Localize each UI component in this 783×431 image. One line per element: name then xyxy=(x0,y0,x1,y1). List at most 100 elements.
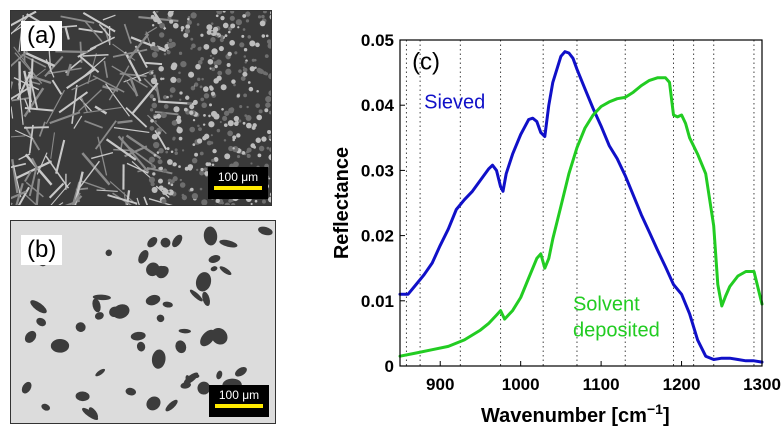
micrograph-a-texture xyxy=(11,11,271,205)
x-tick-label: 1100 xyxy=(583,375,620,394)
crystal-grain xyxy=(172,162,177,167)
crystal-needle xyxy=(98,23,112,38)
crystal-grain xyxy=(170,150,174,154)
crystal-grain xyxy=(230,23,236,29)
crystal-grain xyxy=(189,126,196,133)
crystal-grain xyxy=(150,118,154,123)
crystal-grain xyxy=(226,63,231,68)
crystal-needle xyxy=(78,96,92,112)
crystal-grain xyxy=(179,91,183,95)
crystal-grain xyxy=(255,42,260,48)
crystal-grain xyxy=(267,129,271,135)
crystal-needle xyxy=(154,129,168,150)
crystal-grain xyxy=(203,113,206,117)
crystal-grain xyxy=(171,120,178,126)
crystal-grain xyxy=(220,15,225,21)
crystal-grain xyxy=(243,47,248,52)
crystal-grain xyxy=(199,85,203,89)
crystal-grain xyxy=(187,102,191,106)
crystal-needle xyxy=(66,68,96,90)
crystal-grain xyxy=(180,26,185,30)
crystal-grain xyxy=(168,190,171,193)
particle xyxy=(175,340,187,354)
crystal-grain xyxy=(222,115,228,121)
crystal-grain xyxy=(167,178,172,183)
crystal-grain xyxy=(184,166,189,171)
crystal-needle xyxy=(111,65,148,88)
crystal-grain xyxy=(181,149,185,152)
particle xyxy=(21,381,32,394)
crystal-needle xyxy=(60,15,95,24)
crystal-needle xyxy=(55,139,66,174)
crystal-grain xyxy=(198,46,202,50)
crystal-grain xyxy=(150,182,155,187)
crystal-grain xyxy=(179,178,183,182)
crystal-grain xyxy=(244,114,247,117)
crystal-grain xyxy=(149,126,155,131)
crystal-grain xyxy=(152,172,156,176)
crystal-grain xyxy=(214,204,217,205)
crystal-grain xyxy=(181,194,188,201)
series-line-solvent-deposited xyxy=(398,76,764,358)
particle xyxy=(189,289,203,302)
crystal-grain xyxy=(269,192,271,197)
particle xyxy=(165,399,178,412)
crystal-grain xyxy=(215,198,220,203)
particle xyxy=(211,327,228,345)
particle xyxy=(219,266,232,276)
crystal-grain xyxy=(238,69,242,73)
crystal-grain xyxy=(268,135,271,140)
crystal-grain xyxy=(267,42,271,49)
crystal-grain xyxy=(268,177,271,180)
crystal-needle xyxy=(11,106,14,119)
particle xyxy=(125,387,137,396)
crystal-grain xyxy=(227,51,232,57)
particle xyxy=(208,255,221,263)
crystal-grain xyxy=(263,11,267,14)
crystal-grain xyxy=(254,66,257,69)
crystal-grain xyxy=(246,153,251,159)
crystal-grain xyxy=(169,19,174,24)
crystal-grain xyxy=(191,193,199,200)
crystal-grain xyxy=(219,121,222,124)
particle xyxy=(162,301,173,308)
crystal-grain xyxy=(223,139,227,142)
crystal-grain xyxy=(185,95,190,100)
particle xyxy=(30,300,47,314)
crystal-grain xyxy=(196,23,200,26)
crystal-needle xyxy=(78,89,102,112)
crystal-grain xyxy=(213,157,219,162)
crystal-grain xyxy=(192,99,198,105)
crystal-grain xyxy=(188,71,195,78)
crystal-needle xyxy=(107,194,138,205)
crystal-grain xyxy=(159,32,165,38)
crystal-grain xyxy=(254,199,258,203)
series-line-sieved xyxy=(398,50,764,364)
crystal-grain xyxy=(154,120,157,123)
crystal-grain xyxy=(224,34,228,37)
crystal-grain xyxy=(231,202,236,205)
crystal-grain xyxy=(157,178,163,184)
crystal-grain xyxy=(246,122,252,129)
crystal-needle xyxy=(24,170,32,182)
crystal-grain xyxy=(209,54,212,57)
crystal-grain xyxy=(269,147,271,153)
particle xyxy=(178,328,191,334)
crystal-grain xyxy=(167,42,174,49)
crystal-grain xyxy=(151,51,158,58)
crystal-needle xyxy=(127,146,156,168)
crystal-grain xyxy=(178,51,183,55)
crystal-needle xyxy=(147,114,167,135)
crystal-grain xyxy=(261,14,265,19)
crystal-needle xyxy=(55,50,88,54)
particle xyxy=(192,373,200,379)
crystal-needle xyxy=(130,36,167,53)
series-label-sieved: Sieved xyxy=(424,91,485,113)
crystal-grain xyxy=(172,63,177,69)
crystal-grain xyxy=(268,74,271,77)
crystal-grain xyxy=(229,15,235,21)
crystal-grain xyxy=(152,97,156,102)
crystal-grain xyxy=(165,150,169,154)
crystal-grain xyxy=(172,176,178,182)
crystal-needle xyxy=(51,79,63,95)
